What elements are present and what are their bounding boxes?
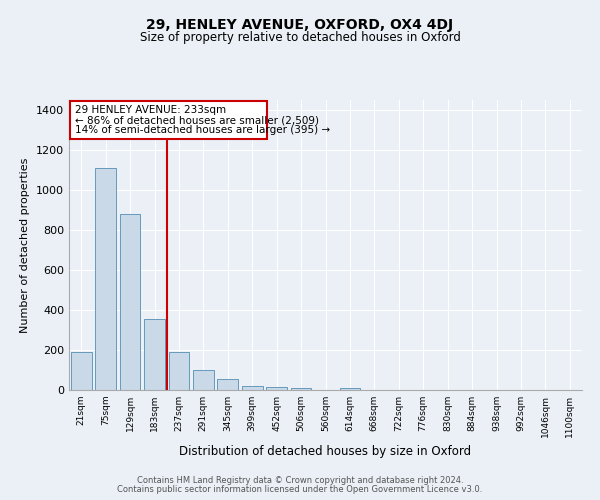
Text: Contains HM Land Registry data © Crown copyright and database right 2024.: Contains HM Land Registry data © Crown c… bbox=[137, 476, 463, 485]
Text: Contains public sector information licensed under the Open Government Licence v3: Contains public sector information licen… bbox=[118, 485, 482, 494]
Bar bbox=[266, 387, 287, 390]
Text: Size of property relative to detached houses in Oxford: Size of property relative to detached ho… bbox=[140, 31, 460, 44]
FancyBboxPatch shape bbox=[70, 101, 267, 139]
Text: 29 HENLEY AVENUE: 233sqm: 29 HENLEY AVENUE: 233sqm bbox=[75, 104, 226, 115]
Bar bbox=[340, 388, 361, 390]
Bar bbox=[144, 319, 165, 390]
Bar bbox=[242, 386, 263, 390]
Bar bbox=[71, 352, 92, 390]
Text: 14% of semi-detached houses are larger (395) →: 14% of semi-detached houses are larger (… bbox=[75, 126, 330, 136]
Bar bbox=[119, 214, 140, 390]
Bar bbox=[290, 388, 311, 390]
X-axis label: Distribution of detached houses by size in Oxford: Distribution of detached houses by size … bbox=[179, 446, 472, 458]
Bar bbox=[169, 352, 190, 390]
Bar bbox=[95, 168, 116, 390]
Bar bbox=[193, 370, 214, 390]
Text: 29, HENLEY AVENUE, OXFORD, OX4 4DJ: 29, HENLEY AVENUE, OXFORD, OX4 4DJ bbox=[146, 18, 454, 32]
Text: ← 86% of detached houses are smaller (2,509): ← 86% of detached houses are smaller (2,… bbox=[75, 115, 319, 125]
Y-axis label: Number of detached properties: Number of detached properties bbox=[20, 158, 31, 332]
Bar bbox=[217, 378, 238, 390]
